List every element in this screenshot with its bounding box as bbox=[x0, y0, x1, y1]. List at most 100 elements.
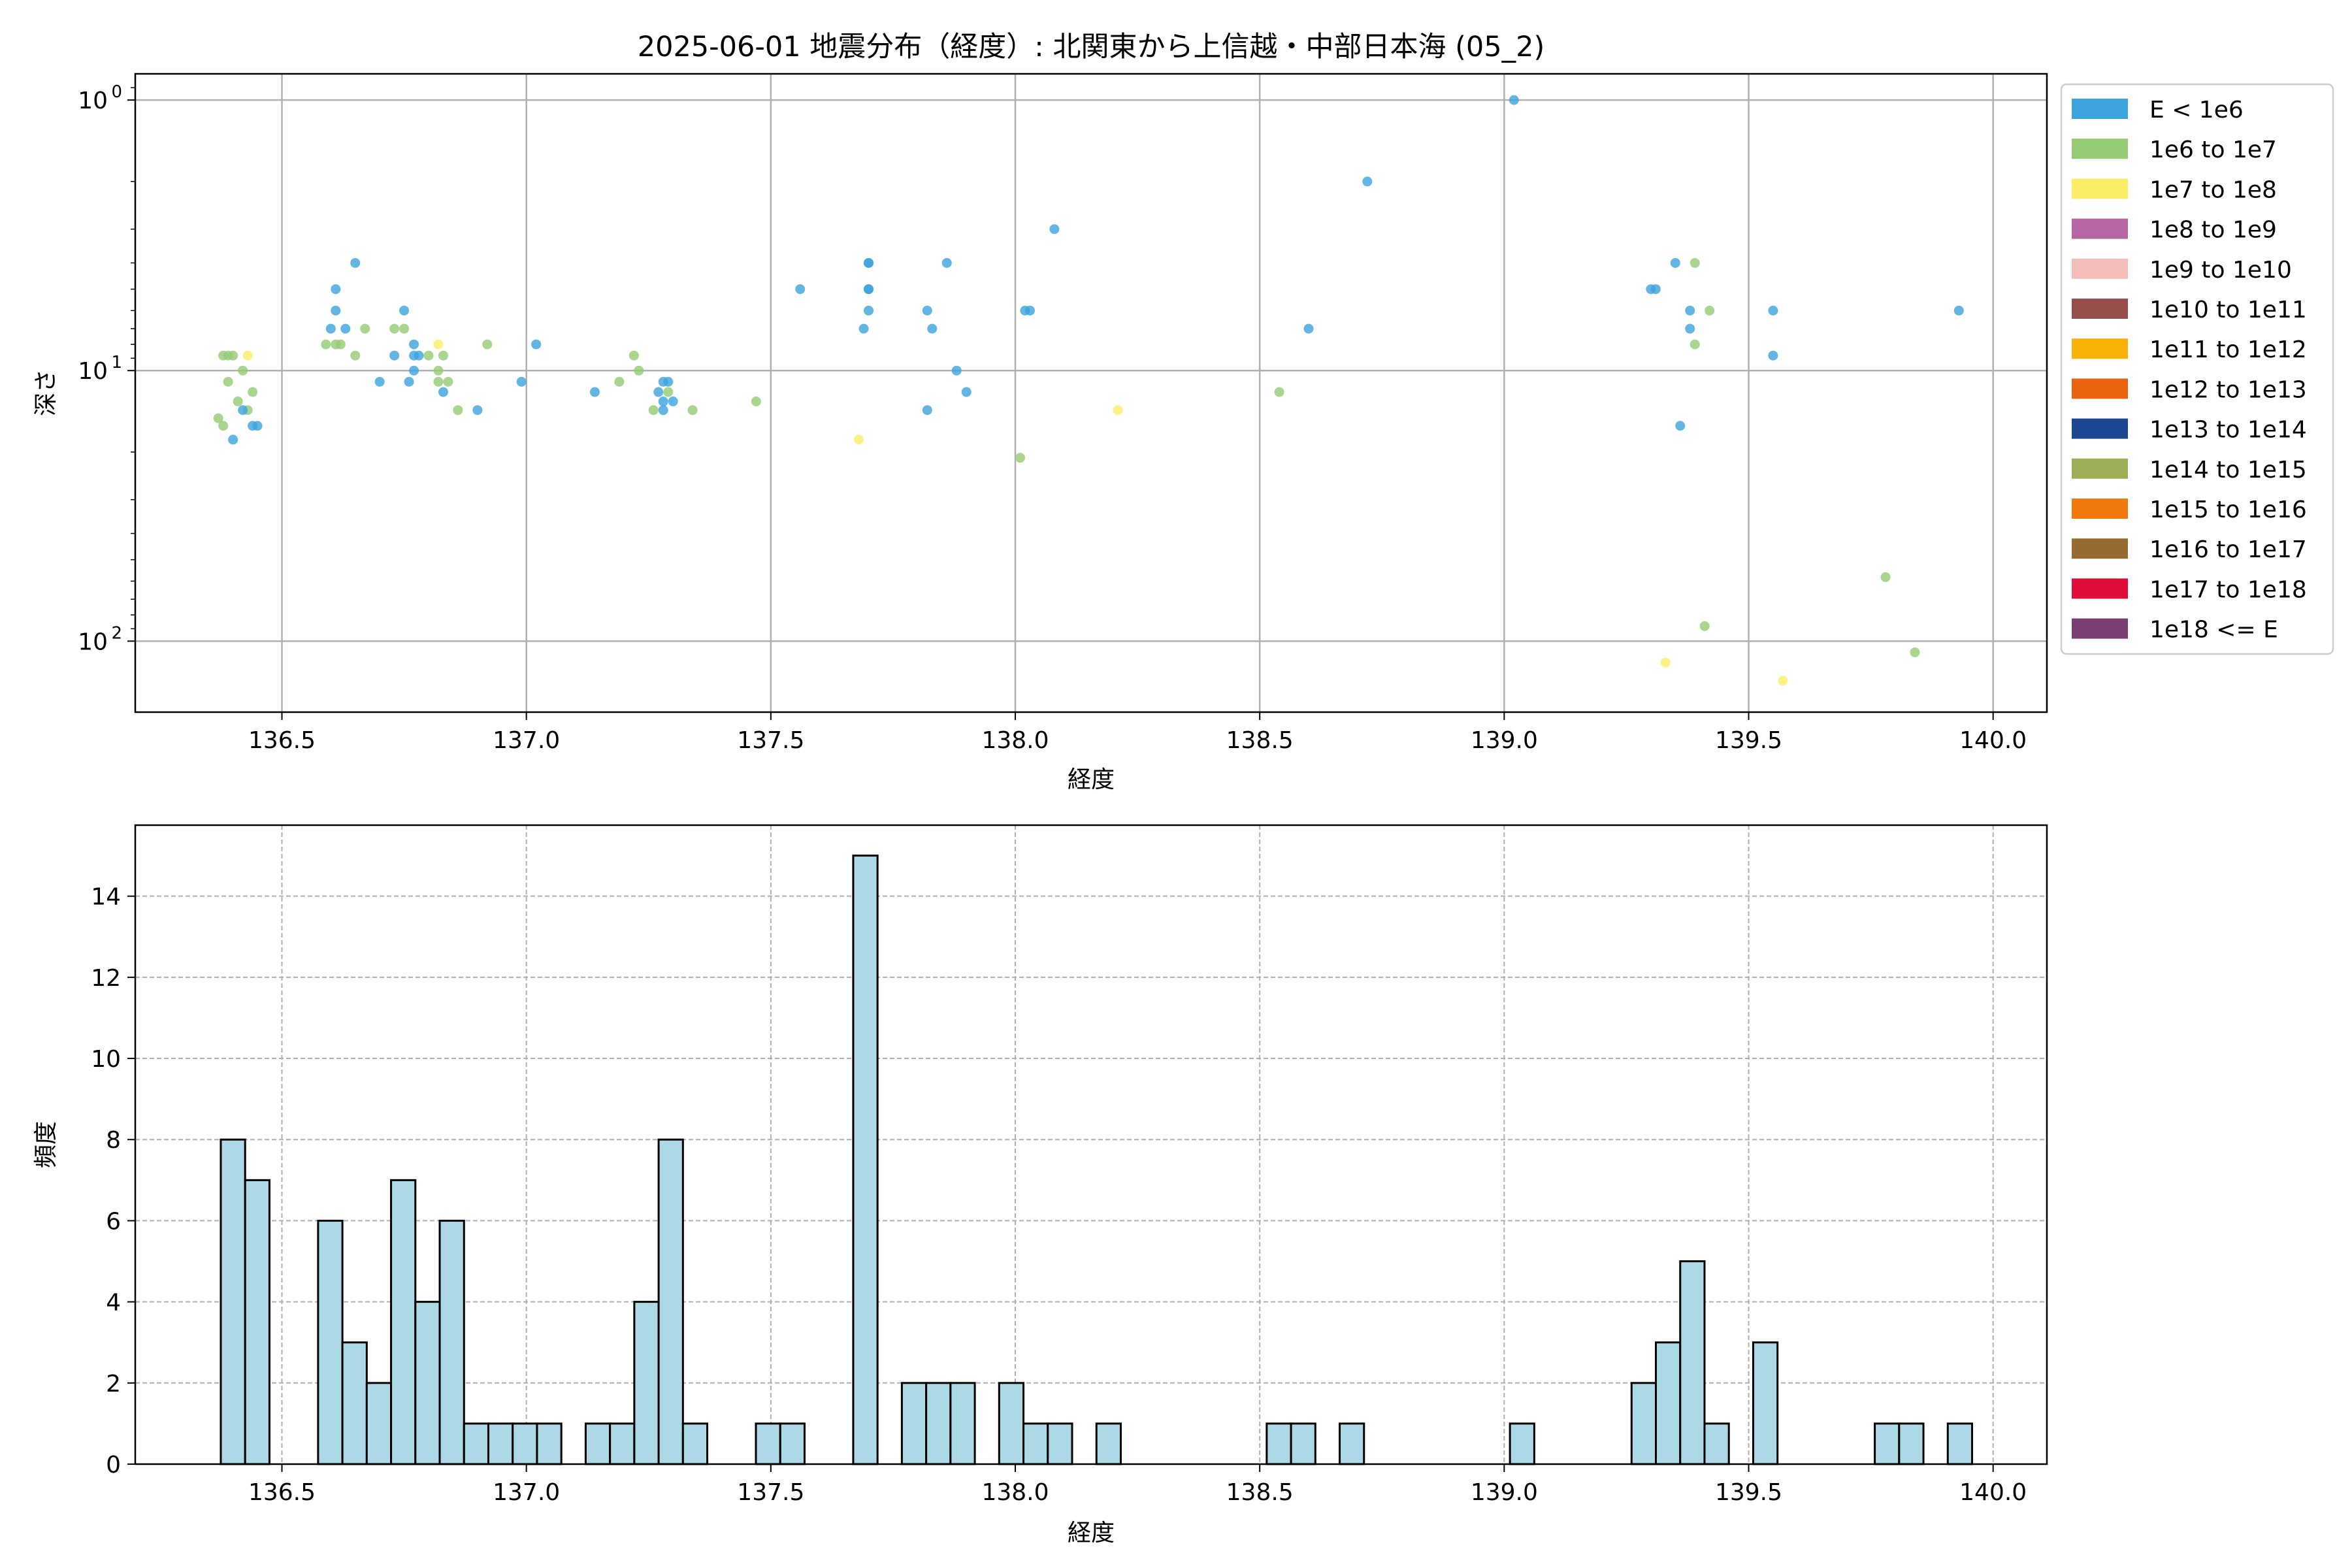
histogram-bar bbox=[536, 1422, 563, 1465]
legend-label: 1e7 to 1e8 bbox=[2149, 176, 2277, 203]
histogram-bar bbox=[244, 1179, 270, 1465]
legend-swatch bbox=[2072, 99, 2128, 119]
scatter-point bbox=[1509, 95, 1519, 105]
scatter-point bbox=[482, 339, 493, 350]
legend-frame bbox=[2060, 83, 2334, 655]
histogram-bar bbox=[390, 1179, 417, 1465]
scatter-point bbox=[1768, 305, 1778, 316]
scatter-point bbox=[658, 405, 668, 416]
scatter-point bbox=[634, 365, 644, 376]
histogram-y-axis-label: 頻度 bbox=[33, 1121, 59, 1168]
histogram-bar bbox=[1679, 1260, 1706, 1465]
histogram-bar bbox=[1703, 1422, 1730, 1465]
histogram-bar bbox=[1655, 1341, 1682, 1465]
histogram-bar bbox=[365, 1382, 393, 1465]
scatter-y-tick-exponent: 2 bbox=[111, 623, 122, 643]
histogram-y-tick-label: 10 bbox=[91, 1046, 121, 1073]
scatter-point bbox=[941, 257, 952, 268]
legend-label: 1e10 to 1e11 bbox=[2149, 297, 2307, 323]
scatter-point bbox=[951, 365, 962, 376]
histogram-bar bbox=[220, 1138, 246, 1465]
scatter-point bbox=[961, 387, 972, 397]
legend-label: 1e13 to 1e14 bbox=[2149, 417, 2307, 444]
scatter-point bbox=[658, 396, 668, 406]
histogram-bar bbox=[681, 1422, 709, 1465]
legend-label: 1e11 to 1e12 bbox=[2149, 336, 2307, 363]
scatter-frame bbox=[134, 73, 2048, 713]
scatter-point bbox=[751, 396, 761, 406]
scatter-point bbox=[389, 323, 400, 334]
scatter-point bbox=[1113, 405, 1123, 416]
scatter-point bbox=[864, 284, 874, 295]
scatter-point bbox=[360, 323, 370, 334]
histogram-x-axis-label: 経度 bbox=[1068, 1520, 1115, 1546]
scatter-point bbox=[321, 339, 331, 350]
scatter-point bbox=[614, 376, 625, 387]
scatter-y-tick-label: 10 bbox=[78, 88, 108, 114]
scatter-point bbox=[1685, 323, 1695, 334]
scatter-point bbox=[864, 257, 874, 268]
legend-label: 1e8 to 1e9 bbox=[2149, 217, 2277, 244]
scatter-point bbox=[516, 376, 527, 387]
scatter-point bbox=[438, 387, 448, 397]
histogram-bar bbox=[414, 1301, 441, 1465]
histogram-bar bbox=[1047, 1422, 1073, 1465]
legend-swatch bbox=[2072, 578, 2128, 599]
scatter-point bbox=[409, 365, 419, 376]
scatter-point bbox=[350, 257, 361, 268]
histogram-bar bbox=[755, 1422, 781, 1465]
scatter-point bbox=[423, 350, 434, 361]
histogram-bar bbox=[998, 1382, 1025, 1465]
scatter-point bbox=[1768, 350, 1778, 361]
scatter-point bbox=[1015, 453, 1025, 463]
histogram-frame bbox=[134, 824, 2048, 1465]
histogram-bar bbox=[1898, 1422, 1925, 1465]
scatter-point bbox=[1650, 284, 1661, 295]
histogram-bar bbox=[633, 1301, 660, 1465]
scatter-y-axis-label: 深さ bbox=[33, 369, 59, 416]
scatter-point bbox=[1699, 621, 1710, 631]
scatter-point bbox=[414, 350, 424, 361]
scatter-point bbox=[213, 413, 223, 423]
scatter-point bbox=[1362, 176, 1373, 187]
scatter-point bbox=[531, 339, 542, 350]
histogram-bar bbox=[512, 1422, 538, 1465]
histogram-x-tick-label: 137.0 bbox=[493, 1479, 560, 1506]
legend-label: 1e9 to 1e10 bbox=[2149, 257, 2292, 284]
legend-swatch bbox=[2072, 498, 2128, 519]
legend-swatch bbox=[2072, 139, 2128, 159]
scatter-point bbox=[331, 284, 341, 295]
scatter-point bbox=[389, 350, 400, 361]
scatter-point bbox=[453, 405, 463, 416]
scatter-point bbox=[1675, 421, 1686, 431]
scatter-point bbox=[433, 339, 444, 350]
scatter-point bbox=[1670, 257, 1680, 268]
scatter-point bbox=[1024, 305, 1035, 316]
scatter-point bbox=[1910, 647, 1920, 657]
scatter-point bbox=[350, 350, 361, 361]
scatter-point bbox=[252, 421, 263, 431]
scatter-point bbox=[648, 405, 659, 416]
legend-label: 1e16 to 1e17 bbox=[2149, 536, 2307, 563]
scatter-y-tick-label: 10 bbox=[78, 629, 108, 655]
scatter-point bbox=[404, 376, 414, 387]
legend-swatch bbox=[2072, 458, 2128, 479]
scatter-x-tick-label: 138.0 bbox=[981, 727, 1049, 754]
legend-label: 1e18 <= E bbox=[2149, 617, 2278, 644]
legend-swatch bbox=[2072, 299, 2128, 319]
histogram-bar bbox=[1095, 1422, 1122, 1465]
legend-label: 1e15 to 1e16 bbox=[2149, 497, 2307, 523]
histogram-bar bbox=[1874, 1422, 1901, 1465]
scatter-point bbox=[248, 387, 258, 397]
scatter-point bbox=[1049, 224, 1060, 235]
legend-label: 1e12 to 1e13 bbox=[2149, 376, 2307, 403]
histogram-bar bbox=[584, 1422, 612, 1465]
histogram-bar bbox=[657, 1138, 684, 1465]
legend-swatch bbox=[2072, 378, 2128, 399]
histogram-y-tick-label: 4 bbox=[106, 1290, 121, 1316]
scatter-x-tick-label: 140.0 bbox=[1959, 727, 2027, 754]
scatter-point bbox=[223, 376, 233, 387]
histogram-bar bbox=[341, 1341, 368, 1465]
legend-swatch bbox=[2072, 418, 2128, 439]
